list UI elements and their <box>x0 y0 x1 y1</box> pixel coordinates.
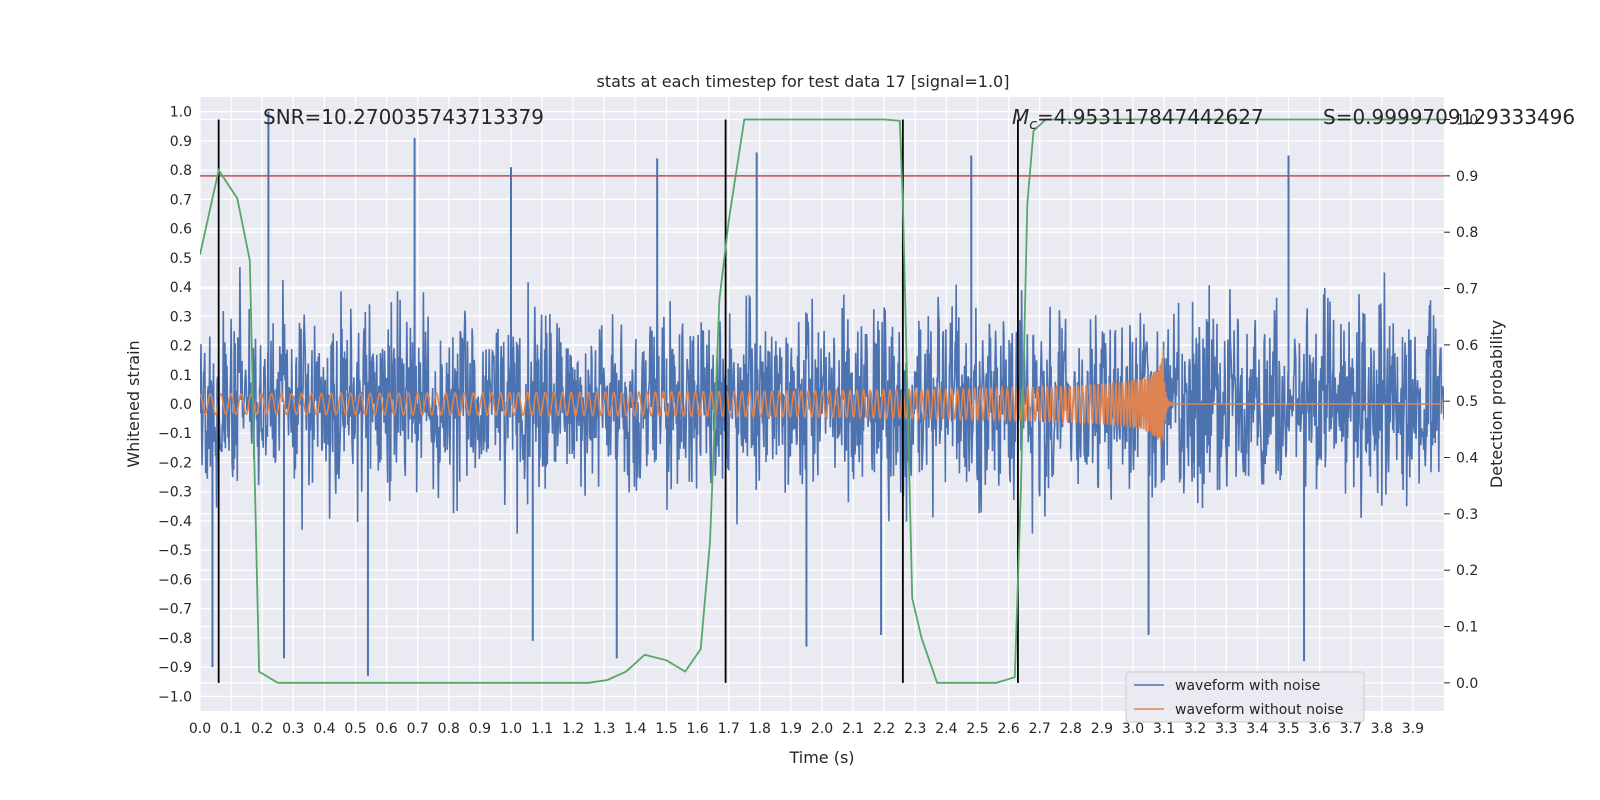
x-tick-label: 0.7 <box>407 721 429 737</box>
x-tick-label: 0.9 <box>469 721 491 737</box>
x-tick-label: 3.7 <box>1340 721 1362 737</box>
x-axis-label: Time (s) <box>788 748 854 767</box>
y-tick-label: −0.9 <box>158 660 192 676</box>
y2-tick-label: 0.1 <box>1456 620 1478 636</box>
x-tick-label: 0.3 <box>282 721 304 737</box>
s-annotation: S=0.9999709129333496 <box>1323 105 1575 129</box>
y-axis-label: Whitened strain <box>124 340 143 467</box>
y-tick-label: 0.6 <box>170 222 192 238</box>
y2-tick-label: 0.5 <box>1456 394 1478 410</box>
y-tick-label: 0.9 <box>170 134 192 150</box>
chirp-mass-annotation: Mc=4.953117847442627 <box>1012 105 1264 133</box>
y-tick-label: 0.5 <box>170 251 192 267</box>
y-tick-label: −0.4 <box>158 514 192 530</box>
y2-tick-label: 0.6 <box>1456 338 1478 354</box>
y2-axis-ticks: 1.0 0.9 0.8 0.7 0.6 0.5 0.4 0.3 0.2 0.1 0.0 <box>1444 113 1478 692</box>
y-tick-label: −0.7 <box>158 602 192 618</box>
y2-tick-label: 0.7 <box>1456 282 1478 298</box>
y-tick-label: 0.4 <box>170 280 192 296</box>
x-tick-label: 2.5 <box>966 721 988 737</box>
x-tick-label: 1.1 <box>531 721 553 737</box>
y-tick-label: 0.7 <box>170 192 192 208</box>
y-tick-label: 0.1 <box>170 368 192 384</box>
x-tick-label: 3.2 <box>1184 721 1206 737</box>
legend-box <box>1125 671 1365 723</box>
y-axis-ticks: 1.0 0.9 0.8 0.7 0.6 0.5 0.4 0.3 0.2 0.1 0.0 −0.1 −0.… <box>158 105 192 706</box>
x-tick-label: 0.5 <box>344 721 366 737</box>
chart-title: stats at each timestep for test data 17 … <box>597 72 1010 91</box>
x-tick-label: 3.3 <box>1215 721 1237 737</box>
y-tick-label: −0.6 <box>158 572 192 588</box>
x-tick-label: 0.1 <box>220 721 242 737</box>
series-waveform-with-noise <box>200 267 1444 534</box>
x-tick-label: 1.4 <box>624 721 646 737</box>
x-tick-label: 0.6 <box>375 721 397 737</box>
x-tick-label: 2.3 <box>904 721 926 737</box>
y-tick-label: −0.2 <box>158 455 192 471</box>
series-detection-probability <box>200 118 1444 684</box>
noise-spikes <box>211 111 1306 676</box>
legend: waveform with noise waveform without noi… <box>1125 671 1365 723</box>
x-tick-label: 1.3 <box>593 721 615 737</box>
x-tick-label: 3.0 <box>1122 721 1144 737</box>
y-tick-label: −1.0 <box>158 689 192 705</box>
y-tick-label: −0.1 <box>158 426 192 442</box>
y2-tick-label: 0.0 <box>1456 676 1478 692</box>
y-tick-label: 0.3 <box>170 309 192 325</box>
x-tick-label: 1.2 <box>562 721 584 737</box>
x-tick-label: 2.1 <box>842 721 864 737</box>
y-tick-label: 0.2 <box>170 339 192 355</box>
y2-tick-label: 0.2 <box>1456 563 1478 579</box>
snr-annotation: SNR=10.270035743713379 <box>263 105 544 129</box>
x-tick-label: 0.4 <box>313 721 335 737</box>
x-tick-label: 0.8 <box>438 721 460 737</box>
x-tick-label: 1.6 <box>686 721 708 737</box>
legend-label-noise: waveform with noise <box>1175 678 1320 694</box>
x-tick-label: 2.0 <box>811 721 833 737</box>
x-tick-label: 2.8 <box>1060 721 1082 737</box>
y2-tick-label: 0.4 <box>1456 451 1478 467</box>
x-tick-label: 1.7 <box>718 721 740 737</box>
y-tick-label: −0.3 <box>158 485 192 501</box>
x-tick-label: 3.6 <box>1308 721 1330 737</box>
y-tick-label: 0.0 <box>170 397 192 413</box>
x-tick-label: 3.9 <box>1402 721 1424 737</box>
x-tick-label: 1.0 <box>500 721 522 737</box>
y2-tick-label: 0.9 <box>1456 169 1478 185</box>
x-tick-label: 2.6 <box>997 721 1019 737</box>
x-tick-label: 3.8 <box>1371 721 1393 737</box>
y-tick-label: −0.8 <box>158 631 192 647</box>
y2-tick-label: 0.8 <box>1456 225 1478 241</box>
legend-label-clean: waveform without noise <box>1175 702 1343 718</box>
x-tick-label: 3.4 <box>1246 721 1268 737</box>
series-waveform-without-noise <box>200 349 1444 446</box>
y-tick-label: −0.5 <box>158 543 192 559</box>
x-tick-label: 1.8 <box>749 721 771 737</box>
x-axis-ticks: 0.0 0.1 0.2 0.3 0.4 0.5 0.6 0.7 0.8 0.9 1.0 1.1 1.2 1… <box>189 721 1424 737</box>
x-tick-label: 2.4 <box>935 721 957 737</box>
x-tick-label: 2.2 <box>873 721 895 737</box>
y2-axis-label: Detection probability <box>1487 320 1506 488</box>
x-tick-label: 2.7 <box>1029 721 1051 737</box>
x-tick-label: 1.5 <box>655 721 677 737</box>
x-tick-label: 0.0 <box>189 721 211 737</box>
x-tick-label: 1.9 <box>780 721 802 737</box>
y2-tick-label: 1.0 <box>1456 113 1478 129</box>
y2-tick-label: 0.3 <box>1456 507 1478 523</box>
y-tick-label: 1.0 <box>170 105 192 121</box>
x-tick-label: 3.1 <box>1153 721 1175 737</box>
x-tick-label: 3.5 <box>1277 721 1299 737</box>
x-tick-label: 0.2 <box>251 721 273 737</box>
x-tick-label: 2.9 <box>1091 721 1113 737</box>
y-tick-label: 0.8 <box>170 163 192 179</box>
